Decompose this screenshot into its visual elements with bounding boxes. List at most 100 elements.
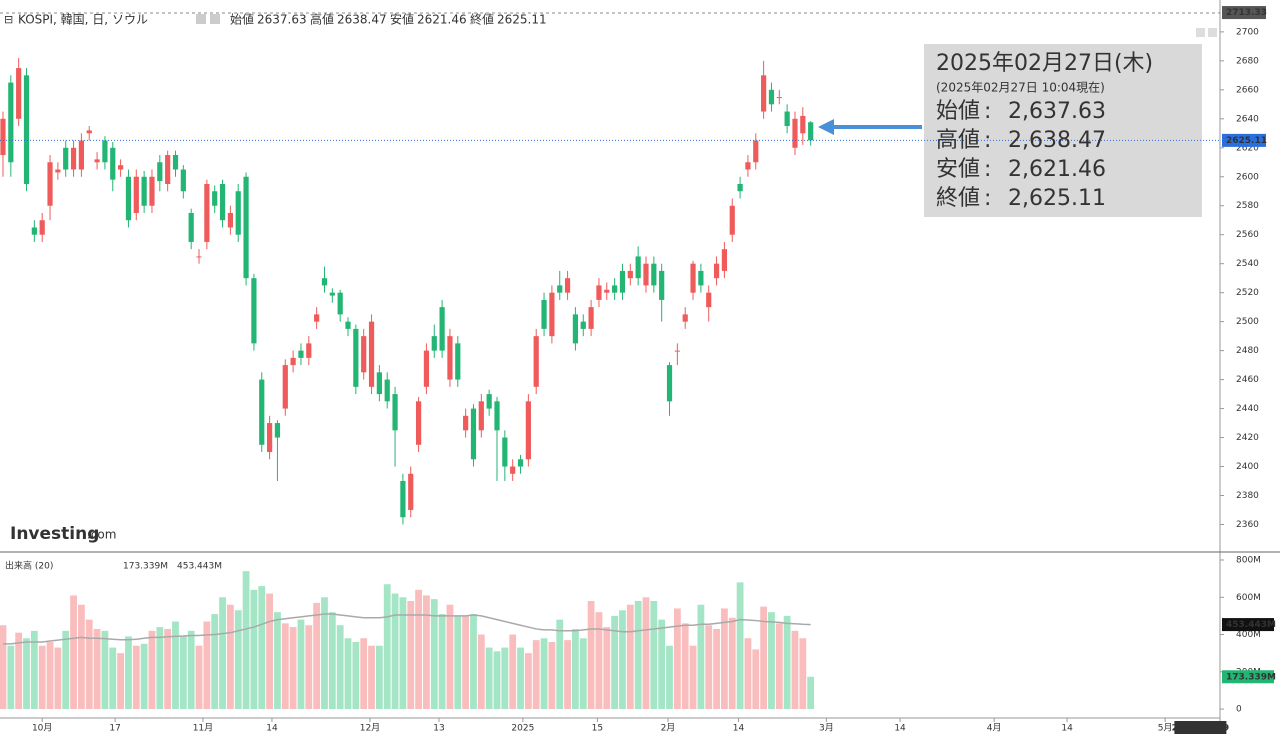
x-tick-label: 10月 xyxy=(32,723,52,734)
collapse-icon[interactable]: ⊟ xyxy=(4,13,13,26)
icon[interactable] xyxy=(1208,28,1217,37)
candle-body xyxy=(729,205,735,235)
x-tick-label: 15 xyxy=(592,724,603,734)
candle-body xyxy=(627,270,633,279)
candle-body xyxy=(502,437,508,467)
volume-bar xyxy=(509,634,517,710)
info-box xyxy=(924,44,1202,217)
volume-bar xyxy=(415,589,422,710)
icon[interactable] xyxy=(1196,28,1205,37)
y-tick-label: 2500 xyxy=(1236,317,1259,327)
x-tick-label: 5月 xyxy=(1158,723,1173,734)
volume-bar xyxy=(673,608,681,710)
volume-bar xyxy=(501,647,509,710)
volume-bar xyxy=(799,638,807,710)
high-tag-label: 2713.33 xyxy=(1226,8,1267,18)
candle-body xyxy=(361,336,367,373)
candle-body xyxy=(204,184,210,242)
x-tick-label: 14 xyxy=(1061,724,1073,734)
candle-body xyxy=(157,162,163,182)
volume-bar xyxy=(736,582,744,710)
volume-bar xyxy=(477,634,485,710)
y-tick-label: 2520 xyxy=(1236,288,1259,298)
volume-bar xyxy=(54,647,62,710)
y-tick-label: 2640 xyxy=(1236,114,1259,124)
volume-bar xyxy=(140,643,148,710)
candle-body xyxy=(643,263,649,286)
volume-bar xyxy=(336,625,344,710)
volume-bar xyxy=(579,638,587,710)
x-tag-label: 2025-05-09 xyxy=(1172,724,1230,734)
volume-bar xyxy=(172,621,179,710)
volume-bar xyxy=(156,627,164,710)
volume-bar xyxy=(626,604,634,710)
y-tick-label: 2460 xyxy=(1236,375,1259,385)
icon[interactable] xyxy=(210,14,220,24)
header-label: 終値 xyxy=(470,12,494,27)
y-tick-label: 2620 xyxy=(1236,143,1259,153)
volume-bar xyxy=(0,625,7,710)
volume-bar xyxy=(164,628,172,710)
icon[interactable] xyxy=(196,14,206,24)
volume-bar xyxy=(360,638,368,710)
candle-body xyxy=(392,394,398,431)
candle-body xyxy=(470,408,477,460)
candle-body xyxy=(423,350,430,387)
candle-body xyxy=(666,365,673,402)
candle-body xyxy=(415,401,422,445)
y-tick-label: 2660 xyxy=(1236,85,1259,95)
candle-body xyxy=(0,118,6,156)
volume-y-tick-label: 600M xyxy=(1236,593,1261,603)
candle-body xyxy=(690,263,696,293)
candle-body xyxy=(165,155,171,184)
y-tick-label: 2480 xyxy=(1236,346,1259,356)
volume-bar xyxy=(274,612,281,710)
candle-body xyxy=(549,292,555,337)
x-tick-label: 3月 xyxy=(819,723,834,734)
volume-bar xyxy=(752,649,760,710)
candle-body xyxy=(588,307,594,329)
volume-bar xyxy=(587,600,595,710)
chart-title: KOSPI, 韓国, 日, ソウル xyxy=(18,13,148,27)
candle-body xyxy=(212,191,218,206)
header-label: 安値 xyxy=(390,12,414,27)
volume-bar xyxy=(658,619,666,710)
volume-bar xyxy=(62,630,70,710)
volume-bar xyxy=(77,604,85,710)
candle-body xyxy=(306,343,312,358)
volume-bar xyxy=(234,610,242,710)
candle-body xyxy=(541,299,547,329)
header-value: 2625.11 xyxy=(497,13,547,27)
candle-body xyxy=(651,263,657,286)
candle-body xyxy=(259,379,265,445)
volume-legend-ma: 453.443M xyxy=(177,562,222,572)
candle-body xyxy=(368,321,375,387)
info-separator: : xyxy=(984,186,991,211)
volume-bar xyxy=(807,676,815,710)
volume-bar xyxy=(564,640,571,710)
volume-bar xyxy=(211,614,219,710)
header-label: 高値 xyxy=(310,12,334,27)
volume-bar xyxy=(454,615,462,710)
info-asof: (2025年02月27日 10:04現在) xyxy=(936,81,1105,95)
info-separator: : xyxy=(984,99,991,124)
candle-body xyxy=(266,423,273,453)
candle-body xyxy=(768,89,775,105)
volume-bar xyxy=(117,653,125,710)
volume-bar xyxy=(399,597,407,710)
info-label: 終値 xyxy=(936,186,980,211)
volume-bar xyxy=(572,628,579,710)
volume-bar xyxy=(313,602,321,710)
volume-bar xyxy=(226,604,234,710)
last-price-tag xyxy=(1222,133,1266,147)
volume-bar xyxy=(517,647,524,710)
candle-body xyxy=(118,165,124,170)
volume-bar xyxy=(391,593,399,710)
candle-body xyxy=(753,140,759,163)
volume-bar xyxy=(775,623,783,710)
candle-body xyxy=(298,350,304,358)
candle-body xyxy=(517,459,524,467)
volume-bar xyxy=(250,589,258,710)
candle-body xyxy=(463,415,469,431)
